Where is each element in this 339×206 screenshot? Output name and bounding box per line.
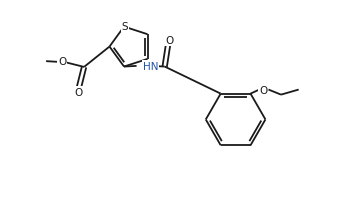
Text: O: O	[58, 57, 66, 67]
Text: O: O	[75, 87, 83, 97]
Text: S: S	[121, 22, 128, 32]
Text: O: O	[259, 85, 267, 95]
Text: HN: HN	[143, 62, 158, 71]
Text: O: O	[165, 36, 173, 46]
